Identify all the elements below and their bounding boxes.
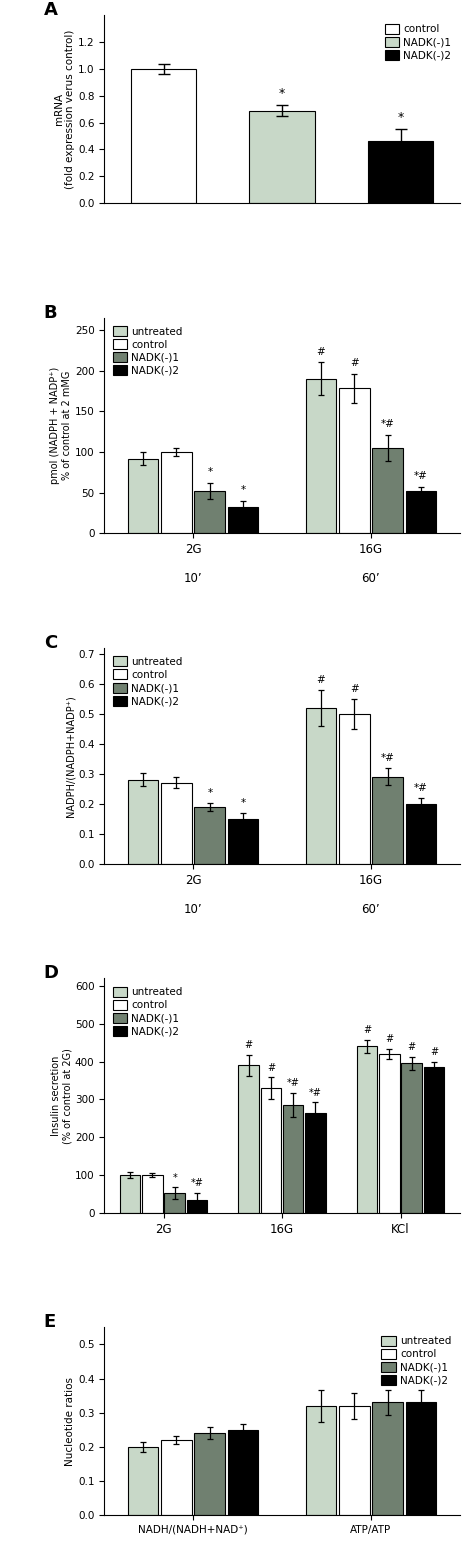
Bar [339,714,370,864]
Text: #: # [350,683,359,694]
Text: #: # [363,1025,371,1036]
Bar [238,1065,259,1214]
Text: A: A [44,2,58,20]
Text: *: * [172,1172,177,1183]
Bar [283,1105,303,1214]
Bar [306,708,336,864]
Bar [306,379,336,533]
Bar [164,1194,185,1214]
Text: 10’: 10’ [184,572,202,586]
Text: #: # [350,359,359,368]
Bar [406,804,436,864]
Text: 60’: 60’ [362,903,380,915]
Bar [131,70,196,203]
Bar [161,782,192,864]
Bar [372,778,403,864]
Text: *#: *# [287,1079,300,1088]
Bar [401,1064,422,1214]
Bar [424,1067,444,1214]
Y-axis label: pmol (NADPH + NADP⁺)
% of control at 2 mMG: pmol (NADPH + NADP⁺) % of control at 2 m… [50,366,72,484]
Y-axis label: Insulin secretion
(% of control at 2G): Insulin secretion (% of control at 2G) [51,1048,72,1144]
Legend: untreated, control, NADK(-)1, NADK(-)2: untreated, control, NADK(-)1, NADK(-)2 [109,983,186,1040]
Y-axis label: mRNA
(fold expression verus control): mRNA (fold expression verus control) [54,29,75,189]
Bar [128,1447,158,1515]
Text: B: B [44,303,57,322]
Bar [161,1439,192,1515]
Text: *#: *# [381,419,394,430]
Bar [339,388,370,533]
Bar [228,819,258,864]
Bar [249,111,315,203]
Legend: control, NADK(-)1, NADK(-)2: control, NADK(-)1, NADK(-)2 [382,20,455,63]
Bar [357,1047,377,1214]
Bar [161,451,192,533]
Y-axis label: Nucleotide ratios: Nucleotide ratios [65,1377,75,1466]
Text: *: * [207,467,212,478]
Bar [379,1054,400,1214]
Legend: untreated, control, NADK(-)1, NADK(-)2: untreated, control, NADK(-)1, NADK(-)2 [109,323,186,379]
Text: #: # [408,1042,416,1053]
Text: *#: *# [309,1087,322,1098]
Text: *#: *# [191,1178,203,1189]
Bar [228,507,258,533]
Bar [261,1088,281,1214]
Bar [194,1433,225,1515]
Legend: untreated, control, NADK(-)1, NADK(-)2: untreated, control, NADK(-)1, NADK(-)2 [378,1333,455,1388]
Text: #: # [267,1064,275,1073]
Text: #: # [317,346,325,357]
Text: D: D [44,965,59,982]
Text: *#: *# [381,753,394,764]
Bar [306,1405,336,1515]
Bar [187,1200,207,1214]
Text: *#: *# [414,784,428,793]
Text: #: # [317,674,325,685]
Bar [142,1175,163,1214]
Bar [368,141,433,203]
Text: *: * [397,111,404,124]
Text: #: # [385,1034,393,1044]
Text: 60’: 60’ [362,572,380,586]
Text: *: * [241,798,246,809]
Text: #: # [430,1047,438,1057]
Text: *: * [279,87,285,100]
Bar [372,1402,403,1515]
Bar [339,1405,370,1515]
Bar [406,492,436,533]
Text: C: C [44,634,57,652]
Bar [194,807,225,864]
Y-axis label: NADPH/(NADPH+NADP⁺): NADPH/(NADPH+NADP⁺) [65,696,75,816]
Bar [128,459,158,533]
Bar [120,1175,140,1214]
Legend: untreated, control, NADK(-)1, NADK(-)2: untreated, control, NADK(-)1, NADK(-)2 [109,654,186,710]
Text: *: * [207,787,212,798]
Text: #: # [245,1040,253,1050]
Bar [305,1113,326,1214]
Bar [406,1402,436,1515]
Bar [128,779,158,864]
Text: *: * [241,485,246,495]
Bar [194,492,225,533]
Text: *#: *# [414,472,428,481]
Bar [372,448,403,533]
Text: 10’: 10’ [184,903,202,915]
Text: E: E [44,1314,56,1331]
Bar [228,1430,258,1515]
